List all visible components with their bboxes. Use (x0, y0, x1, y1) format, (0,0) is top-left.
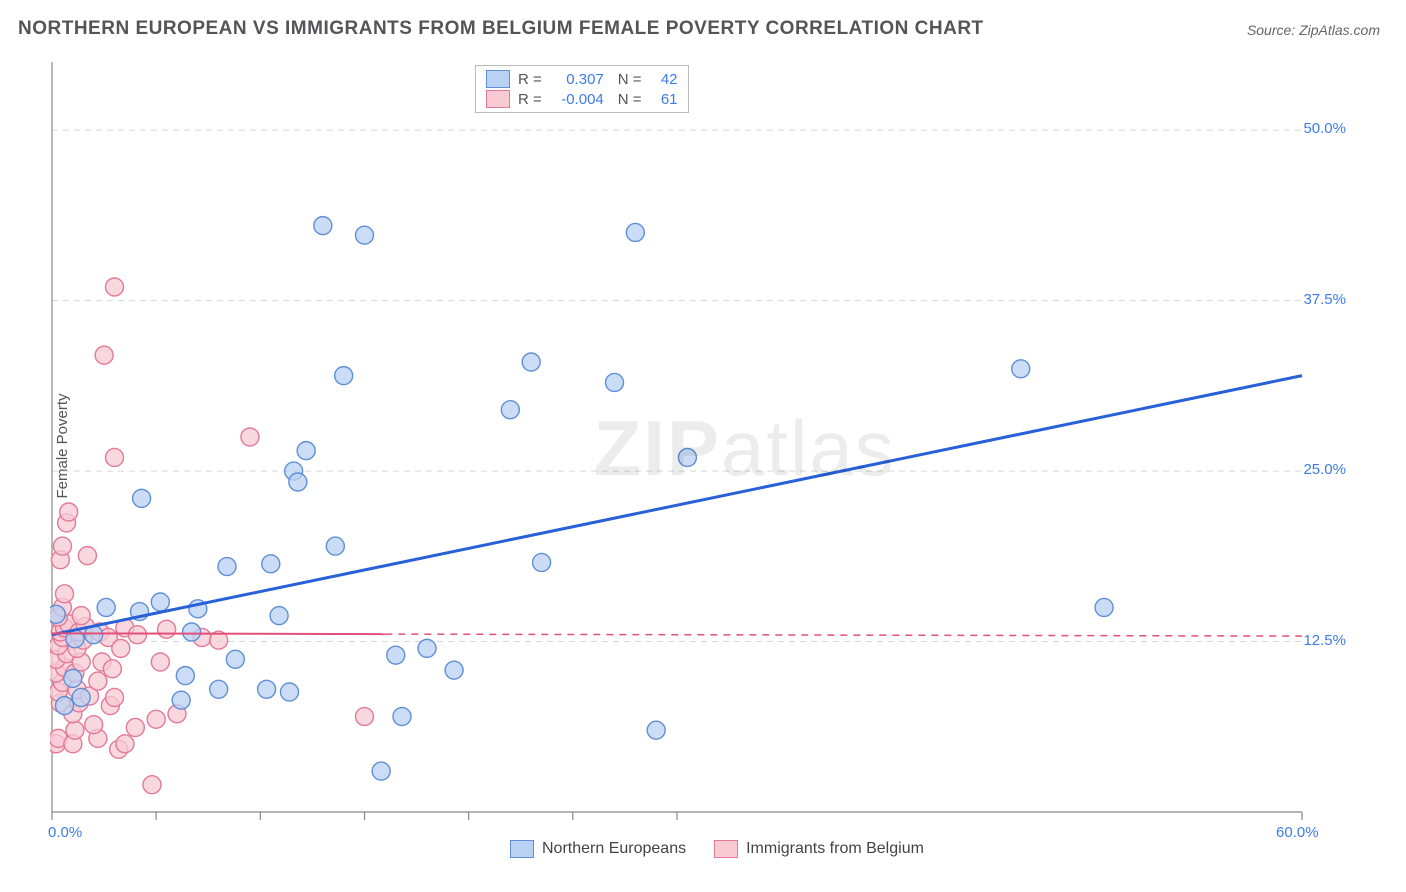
legend-row: R = -0.004 N = 61 (486, 90, 678, 108)
legend-n-value: 42 (650, 71, 678, 88)
source-attribution: Source: ZipAtlas.com (1247, 22, 1380, 38)
y-tick-label: 50.0% (1303, 120, 1346, 137)
correlation-legend: R = 0.307 N = 42 R = -0.004 N = 61 (475, 65, 689, 113)
source-value: ZipAtlas.com (1299, 22, 1380, 38)
legend-swatch (486, 70, 510, 88)
chart-title: NORTHERN EUROPEAN VS IMMIGRANTS FROM BEL… (18, 18, 984, 40)
legend-r-value: -0.004 (550, 91, 604, 108)
y-tick-label: 37.5% (1303, 291, 1346, 308)
legend-series-name: Northern Europeans (542, 840, 686, 858)
legend-swatch (510, 840, 534, 858)
legend-swatch (714, 840, 738, 858)
legend-swatch (486, 90, 510, 108)
legend-r-label: R = (518, 71, 542, 88)
legend-n-label: N = (618, 91, 642, 108)
series-legend: Northern Europeans Immigrants from Belgiu… (510, 840, 924, 858)
chart-area: ZIPatlas R =0.307N =42R =-0.004N =61 Nor… (50, 60, 1350, 830)
x-tick-label: 0.0% (48, 824, 82, 841)
y-tick-label: 25.0% (1303, 461, 1346, 478)
legend-series-name: Immigrants from Belgium (746, 840, 924, 858)
source-label: Source: (1247, 22, 1295, 38)
legend-n-value: 61 (650, 91, 678, 108)
x-tick-label: 60.0% (1276, 824, 1319, 841)
legend-r-value: 0.307 (550, 71, 604, 88)
legend-r-label: R = (518, 91, 542, 108)
legend-row: R = 0.307 N = 42 (486, 70, 678, 88)
legend-item: Northern Europeans (510, 840, 686, 858)
legend-item: Immigrants from Belgium (714, 840, 924, 858)
legend-n-label: N = (618, 71, 642, 88)
y-tick-label: 12.5% (1303, 632, 1346, 649)
scatter-chart (50, 60, 1350, 830)
